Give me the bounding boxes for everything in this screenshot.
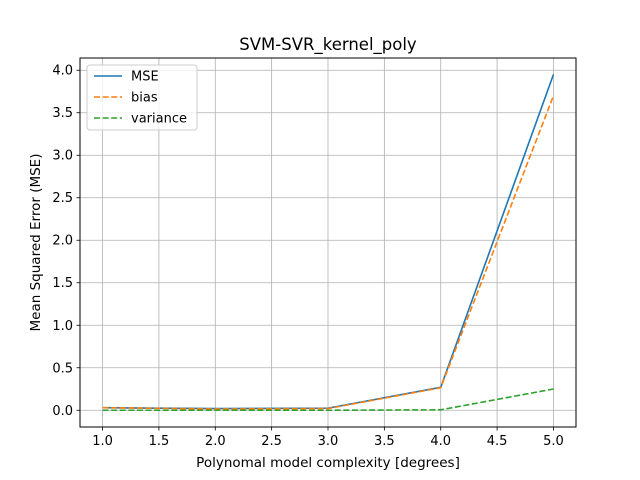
y-tick-label: 1.5 (52, 276, 73, 291)
y-tick-label: 2.0 (52, 234, 73, 249)
chart-title: SVM-SVR_kernel_poly (239, 35, 417, 55)
x-axis: 1.0 1.5 2.0 2.5 3.0 3.5 4.0 4.5 5.0 (92, 427, 564, 449)
y-tick-label: 4.0 (52, 64, 73, 79)
y-tick-label: 0.5 (52, 361, 73, 376)
legend-label-bias: bias (131, 91, 158, 106)
x-tick-label: 3.0 (318, 434, 339, 449)
x-axis-label: Polynomal model complexity [degrees] (196, 455, 460, 471)
x-tick-label: 5.0 (543, 434, 564, 449)
y-tick-label: 3.5 (52, 106, 73, 121)
x-tick-label: 4.5 (487, 434, 508, 449)
legend-label-variance: variance (131, 112, 187, 127)
legend-box (86, 64, 198, 131)
y-tick-label: 1.0 (52, 319, 73, 334)
y-tick-label: 3.0 (52, 149, 73, 164)
x-tick-label: 4.0 (430, 434, 451, 449)
legend: MSE bias variance (86, 64, 198, 131)
x-tick-label: 1.0 (92, 434, 113, 449)
x-tick-label: 2.5 (261, 434, 282, 449)
series-line-bias (102, 95, 555, 410)
x-tick-label: 2.0 (205, 434, 226, 449)
x-tick-label: 1.5 (149, 434, 170, 449)
y-axis: 0.0 0.5 1.0 1.5 2.0 2.5 3.0 3.5 4.0 (52, 64, 80, 419)
y-tick-label: 2.5 (52, 191, 73, 206)
y-axis-label: Mean Squared Error (MSE) (28, 154, 44, 332)
series-line-variance (102, 388, 554, 412)
legend-label-MSE: MSE (131, 70, 159, 85)
series-lines (102, 74, 555, 412)
x-tick-label: 3.5 (374, 434, 395, 449)
y-tick-label: 0.0 (52, 404, 73, 419)
